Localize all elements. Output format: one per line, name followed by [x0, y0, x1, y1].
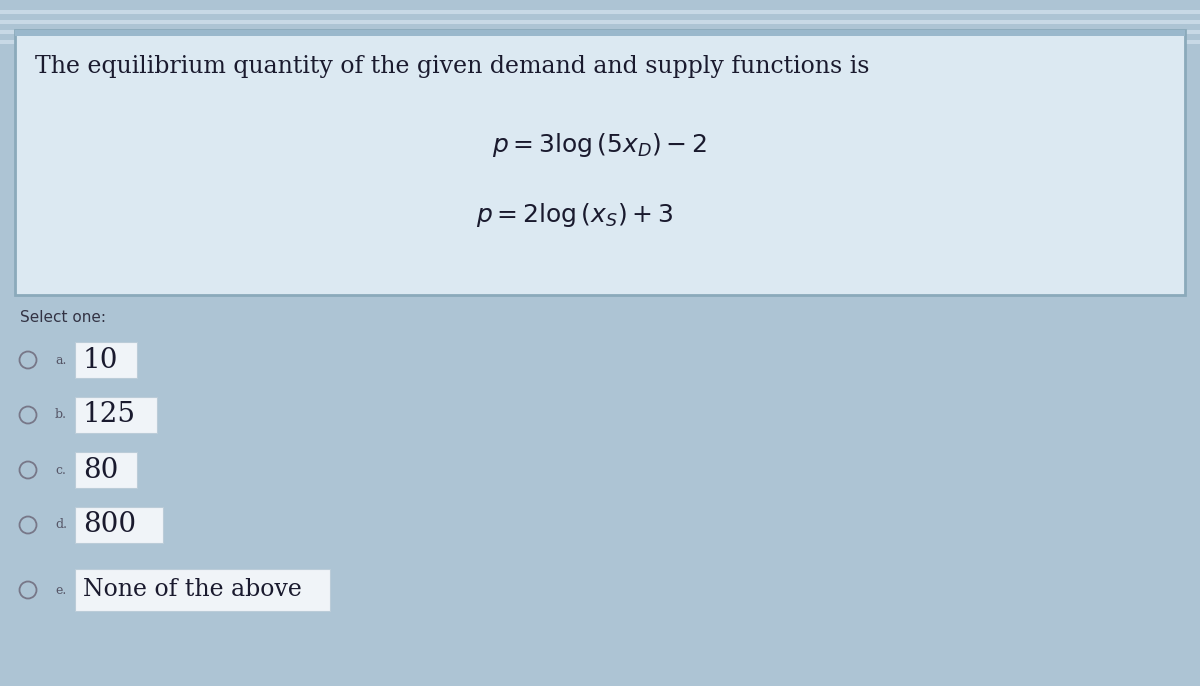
Text: a.: a.	[55, 353, 66, 366]
Bar	[0, 10, 1200, 14]
Bar	[74, 342, 137, 378]
Text: Select one:: Select one:	[20, 310, 106, 325]
Text: c.: c.	[55, 464, 66, 477]
Text: 800: 800	[83, 512, 136, 539]
Bar	[74, 452, 137, 488]
Text: d.: d.	[55, 519, 67, 532]
Bar	[0, 20, 1200, 24]
Bar	[14, 30, 1186, 36]
Bar	[74, 507, 163, 543]
Bar	[0, 30, 1200, 34]
Bar	[74, 569, 330, 611]
Text: 80: 80	[83, 456, 119, 484]
Text: 125: 125	[83, 401, 136, 429]
Bar	[74, 397, 157, 433]
Text: None of the above: None of the above	[83, 578, 302, 602]
Text: 10: 10	[83, 346, 119, 373]
FancyBboxPatch shape	[14, 30, 1186, 295]
Text: b.: b.	[55, 408, 67, 421]
Text: The equilibrium quantity of the given demand and supply functions is: The equilibrium quantity of the given de…	[35, 55, 870, 78]
Bar	[0, 40, 1200, 44]
Text: $p = 2\mathrm{log}\,(x_S) + 3$: $p = 2\mathrm{log}\,(x_S) + 3$	[476, 201, 673, 229]
Text: $p = 3\mathrm{log}\,(5x_D) - 2$: $p = 3\mathrm{log}\,(5x_D) - 2$	[492, 131, 708, 159]
Text: e.: e.	[55, 584, 66, 597]
